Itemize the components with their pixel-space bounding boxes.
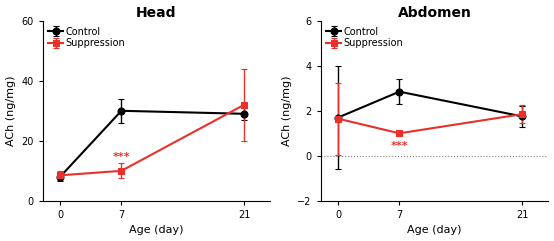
Y-axis label: ACh (ng/mg): ACh (ng/mg) bbox=[281, 75, 291, 146]
Legend: Control, Suppression: Control, Suppression bbox=[48, 26, 126, 49]
X-axis label: Age (day): Age (day) bbox=[407, 225, 461, 235]
Y-axis label: ACh (ng/mg): ACh (ng/mg) bbox=[6, 75, 16, 146]
Legend: Control, Suppression: Control, Suppression bbox=[325, 26, 404, 49]
Title: Head: Head bbox=[136, 6, 177, 20]
Text: ***: *** bbox=[112, 152, 130, 162]
Title: Abdomen: Abdomen bbox=[398, 6, 471, 20]
X-axis label: Age (day): Age (day) bbox=[129, 225, 184, 235]
Text: ***: *** bbox=[391, 141, 408, 151]
